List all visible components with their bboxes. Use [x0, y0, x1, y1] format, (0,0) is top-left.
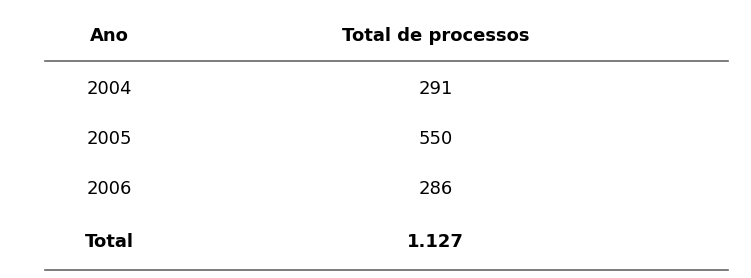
Text: 291: 291	[418, 80, 453, 98]
Text: 550: 550	[418, 130, 453, 148]
Text: 2004: 2004	[86, 80, 131, 98]
Text: 2005: 2005	[86, 130, 131, 148]
Text: Total: Total	[84, 233, 134, 251]
Text: 1.127: 1.127	[407, 233, 464, 251]
Text: Total de processos: Total de processos	[342, 27, 529, 45]
Text: 286: 286	[418, 180, 453, 198]
Text: 2006: 2006	[86, 180, 131, 198]
Text: Ano: Ano	[89, 27, 128, 45]
